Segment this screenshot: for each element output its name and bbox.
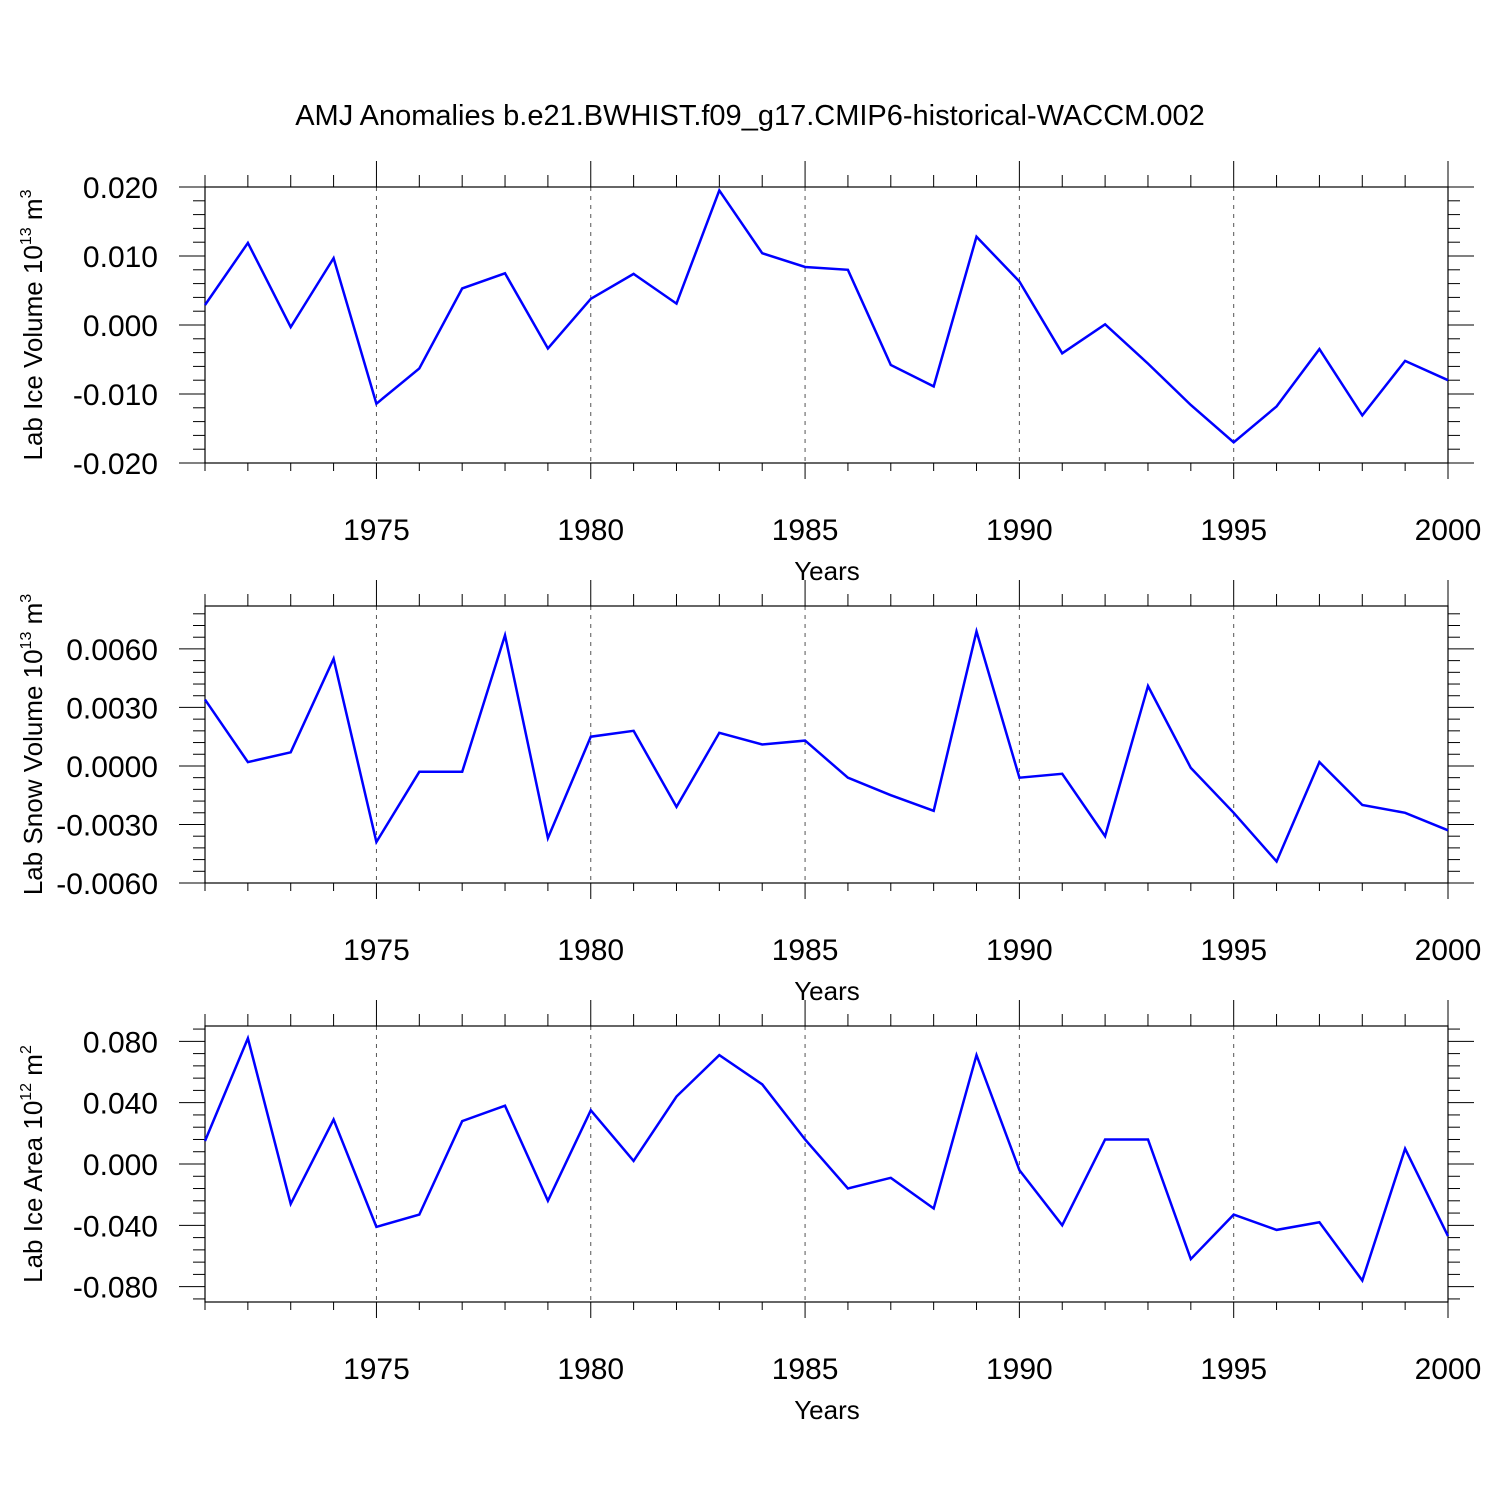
x-tick-label: 1985 [772, 1353, 839, 1386]
y-axis-title-unit-exponent: 3 [18, 594, 35, 603]
series-line [203, 626, 1449, 864]
y-axis-title: Lab Ice Area 1012 m2 [18, 1045, 48, 1283]
x-axis-title: Years [794, 556, 860, 586]
x-tick-label: 1995 [1200, 1353, 1267, 1386]
y-axis-title-base: Lab Snow Volume 10 [18, 649, 48, 895]
y-tick-label: 0.020 [83, 172, 158, 205]
series-line [203, 187, 1449, 444]
panel-1: 0.020 0.010 0.000 -0.010 -0.020 1975 1980 1985 1… [18, 161, 1481, 586]
y-axis-title-unit: m [18, 198, 48, 227]
x-tick-label: 1975 [343, 514, 410, 547]
y-tick-label: -0.020 [73, 448, 158, 481]
x-tick-label: 2000 [1415, 934, 1482, 967]
y-tick-label: 0.040 [83, 1088, 158, 1121]
y-tick-label: -0.010 [73, 379, 158, 412]
x-tick-label: 1990 [986, 934, 1053, 967]
y-tick-label: -0.040 [73, 1210, 158, 1243]
y-tick-label: -0.0030 [56, 809, 158, 842]
plot-frame [204, 605, 1449, 884]
x-tick-label: 1985 [772, 514, 839, 547]
y-axis-title-exponent: 12 [18, 1083, 35, 1101]
chart-title: AMJ Anomalies b.e21.BWHIST.f09_g17.CMIP6… [295, 100, 1205, 132]
y-tick-label: 0.0000 [66, 751, 158, 784]
x-axis-title: Years [794, 976, 860, 1006]
series-line [203, 1034, 1450, 1284]
x-tick-label: 1995 [1200, 514, 1267, 547]
y-tick-label: 0.0060 [66, 634, 158, 667]
y-axis-title-exponent: 13 [18, 632, 35, 650]
y-axis-title-unit: m [18, 1054, 48, 1083]
y-axis-title-unit-exponent: 3 [18, 189, 35, 198]
panel-2: 0.0060 0.0030 0.0000 -0.0030 -0.0060 1975 1980… [18, 580, 1481, 1006]
x-tick-label: 1975 [343, 934, 410, 967]
y-axis-title-unit-exponent: 2 [18, 1045, 35, 1054]
x-tick-label: 1980 [557, 1353, 624, 1386]
x-tick-label: 2000 [1415, 1353, 1482, 1386]
y-tick-label: 0.0030 [66, 692, 158, 725]
x-tick-label: 1985 [772, 934, 839, 967]
y-axis-title: Lab Ice Volume 1013 m3 [18, 189, 48, 460]
x-tick-label: 1990 [986, 514, 1053, 547]
y-axis-title-base: Lab Ice Volume 10 [18, 245, 48, 460]
y-tick-label: 0.000 [83, 1149, 158, 1182]
panel-3: 0.080 0.040 0.000 -0.040 -0.080 1975 1980 1985 1… [18, 1000, 1481, 1425]
y-axis-title-unit: m [18, 603, 48, 632]
y-tick-label: 0.000 [83, 310, 158, 343]
x-tick-label: 1980 [557, 514, 624, 547]
x-tick-label: 1990 [986, 1353, 1053, 1386]
plot-frame [204, 186, 1449, 464]
y-tick-label: -0.0060 [56, 868, 158, 901]
x-tick-label: 1980 [557, 934, 624, 967]
y-axis-title: Lab Snow Volume 1013 m3 [18, 594, 48, 895]
y-axis-title-exponent: 13 [18, 227, 35, 245]
x-tick-label: 2000 [1415, 514, 1482, 547]
x-axis-title: Years [794, 1395, 860, 1425]
x-tick-label: 1975 [343, 1353, 410, 1386]
y-tick-label: -0.080 [73, 1272, 158, 1305]
y-axis-title-base: Lab Ice Area 10 [18, 1101, 48, 1283]
y-tick-label: 0.080 [83, 1026, 158, 1059]
x-tick-label: 1995 [1200, 934, 1267, 967]
y-tick-label: 0.010 [83, 241, 158, 274]
panels: 0.020 0.010 0.000 -0.010 -0.020 1975 1980 1985 1… [18, 161, 1481, 1425]
